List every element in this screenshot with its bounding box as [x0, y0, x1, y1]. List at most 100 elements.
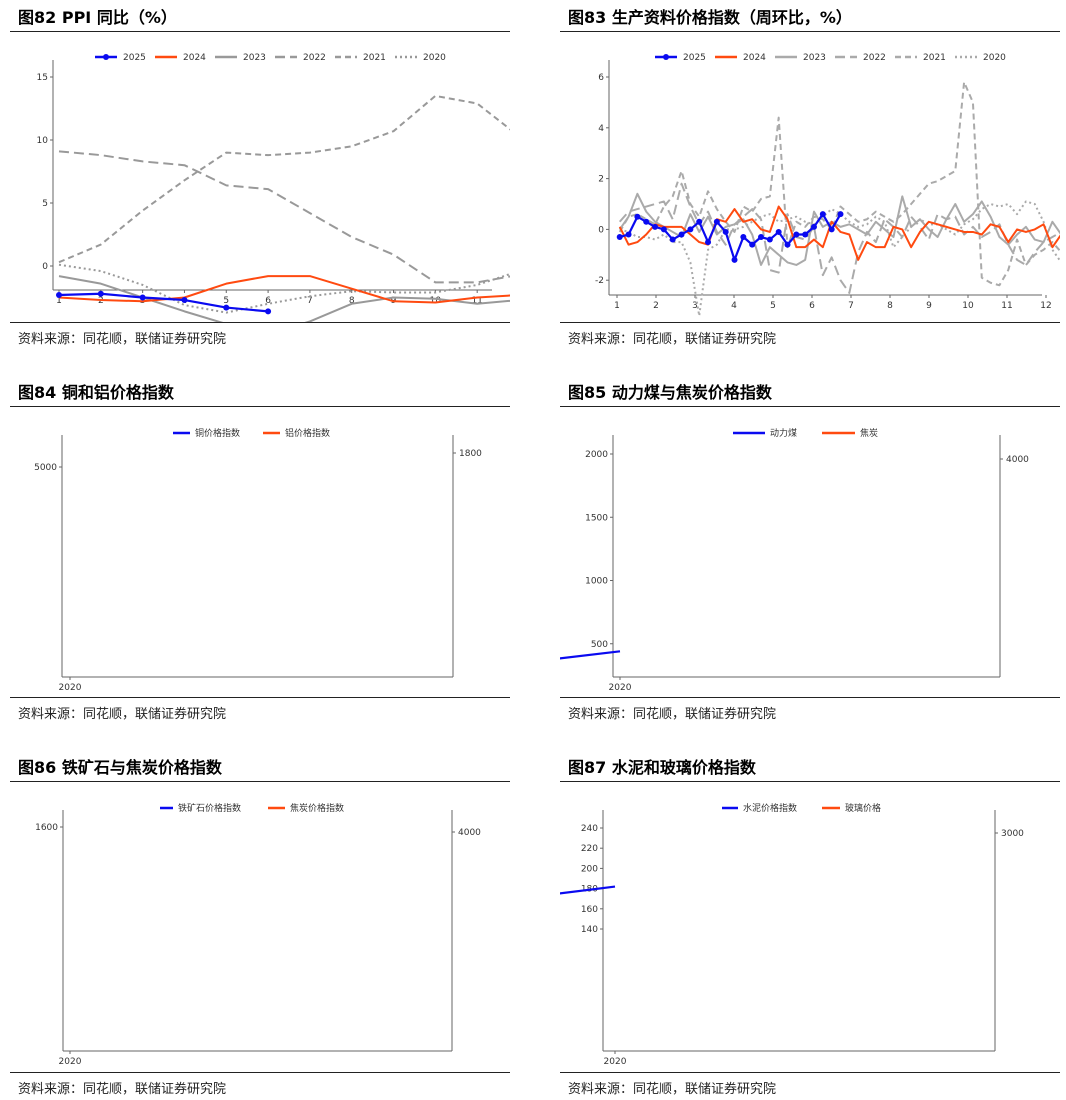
figure-title: 图85 动力煤与焦炭价格指数 [568, 383, 772, 402]
data-point [766, 236, 773, 243]
data-point [223, 304, 230, 311]
figure-title: 图83 生产资料价格指数（周环比，%） [568, 8, 852, 27]
source-note: 资料来源：同花顺，联储证券研究院 [18, 332, 227, 347]
x-tick-label: 2020 [604, 1057, 627, 1067]
y2-tick-label: 4000 [1006, 455, 1029, 465]
data-point [775, 228, 782, 235]
data-point [652, 223, 659, 230]
x-tick-label: 6 [809, 301, 815, 311]
data-point [139, 294, 146, 301]
x-tick-label: 10 [430, 296, 442, 306]
legend-label: 焦炭 [860, 427, 878, 439]
legend-label: 2022 [863, 53, 886, 63]
series-line-2024 [58, 275, 510, 304]
y-tick-label: 2 [598, 175, 604, 185]
divider [10, 1072, 510, 1073]
x-tick-label: 11 [1001, 301, 1012, 311]
y-tick-label: 5 [42, 199, 48, 209]
legend-label: 2020 [983, 53, 1006, 63]
data-point [810, 223, 817, 230]
data-point [265, 308, 272, 315]
figure-panel: 图86 铁矿石与焦炭价格指数 资料来源：同花顺，联储证券研究院 600800100… [10, 750, 510, 1100]
data-point [828, 226, 835, 233]
y-tick-label: 200 [581, 864, 598, 874]
series-line-动力煤 [560, 650, 621, 660]
legend-label: 焦炭价格指数 [290, 802, 344, 814]
y-tick-label: 5000 [34, 463, 57, 473]
legend-label: 水泥价格指数 [743, 802, 797, 814]
data-point [758, 234, 765, 241]
data-point [181, 297, 188, 304]
divider [560, 781, 1060, 782]
x-tick-label: 1 [56, 296, 62, 306]
y2-tick-label: 3000 [1001, 829, 1024, 839]
y-tick-label: 160 [581, 905, 598, 915]
series-line-2022 [618, 182, 1060, 294]
divider [10, 31, 510, 32]
data-point [625, 231, 632, 238]
divider [560, 322, 1060, 323]
legend-label: 玻璃价格 [845, 802, 881, 814]
chart-1: -4-2024612345678910111220252024202320222… [595, 53, 1060, 317]
x-tick-label: 8 [349, 296, 355, 306]
x-tick-label: 9 [926, 301, 932, 311]
y-tick-label: 1600 [35, 823, 58, 833]
data-point [669, 236, 676, 243]
data-point [616, 234, 623, 241]
y-tick-label: 6 [598, 73, 604, 83]
data-point [713, 218, 720, 225]
source-note: 资料来源：同花顺，联储证券研究院 [18, 707, 227, 722]
figure-panel: 图84 铜和铝价格指数 资料来源：同花顺，联储证券研究院 200030004000… [10, 375, 510, 725]
data-point [56, 291, 62, 298]
chart-0: -505101512345678910111220252024202320222… [37, 53, 510, 322]
x-tick-label: 7 [848, 301, 854, 311]
y-tick-label: 140 [581, 925, 598, 935]
y-tick-label: 0 [42, 262, 48, 272]
data-point [731, 256, 738, 263]
x-tick-label: 5 [770, 301, 776, 311]
series-line-2021 [58, 94, 510, 264]
x-tick-label: 2020 [609, 683, 632, 693]
y2-tick-label: 4000 [458, 828, 481, 838]
data-point [687, 226, 694, 233]
series-line-2021 [618, 81, 1060, 287]
legend-label: 2023 [803, 53, 826, 63]
figure-panel: 图82 PPI 同比（%） 资料来源：同花顺，联储证券研究院-505101512… [10, 0, 510, 350]
chart-4: 6008001000120014001600100020003000400020… [10, 790, 481, 1067]
x-tick-label: 5 [223, 296, 229, 306]
divider [560, 1072, 1060, 1073]
y-tick-label: 4 [598, 124, 604, 134]
divider [560, 697, 1060, 698]
data-point [793, 231, 800, 238]
y-tick-label: 0 [598, 225, 604, 235]
x-tick-label: 12 [1040, 301, 1051, 311]
series-line-铜价格指数 [10, 415, 70, 554]
y-tick-label: 500 [591, 640, 608, 650]
y-tick-label: 1500 [585, 513, 608, 523]
legend-label: 2024 [183, 53, 206, 63]
series-line-2020 [619, 200, 1060, 317]
source-note: 资料来源：同花顺，联储证券研究院 [568, 707, 777, 722]
divider [560, 406, 1060, 407]
y-tick-label: -2 [595, 276, 604, 286]
legend-label: 2023 [243, 53, 266, 63]
data-point [705, 239, 712, 246]
data-point [696, 218, 703, 225]
legend-label: 铝价格指数 [285, 427, 330, 439]
data-point [97, 290, 104, 297]
data-point [749, 241, 756, 248]
source-note: 资料来源：同花顺，联储证券研究院 [568, 332, 777, 347]
data-point [678, 231, 685, 238]
legend-marker [103, 54, 109, 60]
divider [10, 697, 510, 698]
figure-title: 图82 PPI 同比（%） [18, 8, 177, 27]
series-line-铁矿石价格指数 [10, 790, 70, 810]
legend-label: 2025 [683, 53, 706, 63]
divider [10, 322, 510, 323]
data-point [722, 228, 729, 235]
series-line-玻璃价格 [560, 790, 561, 814]
y-tick-label: 10 [37, 136, 49, 146]
x-tick-label: 8 [887, 301, 893, 311]
x-tick-label: 2020 [59, 1057, 82, 1067]
